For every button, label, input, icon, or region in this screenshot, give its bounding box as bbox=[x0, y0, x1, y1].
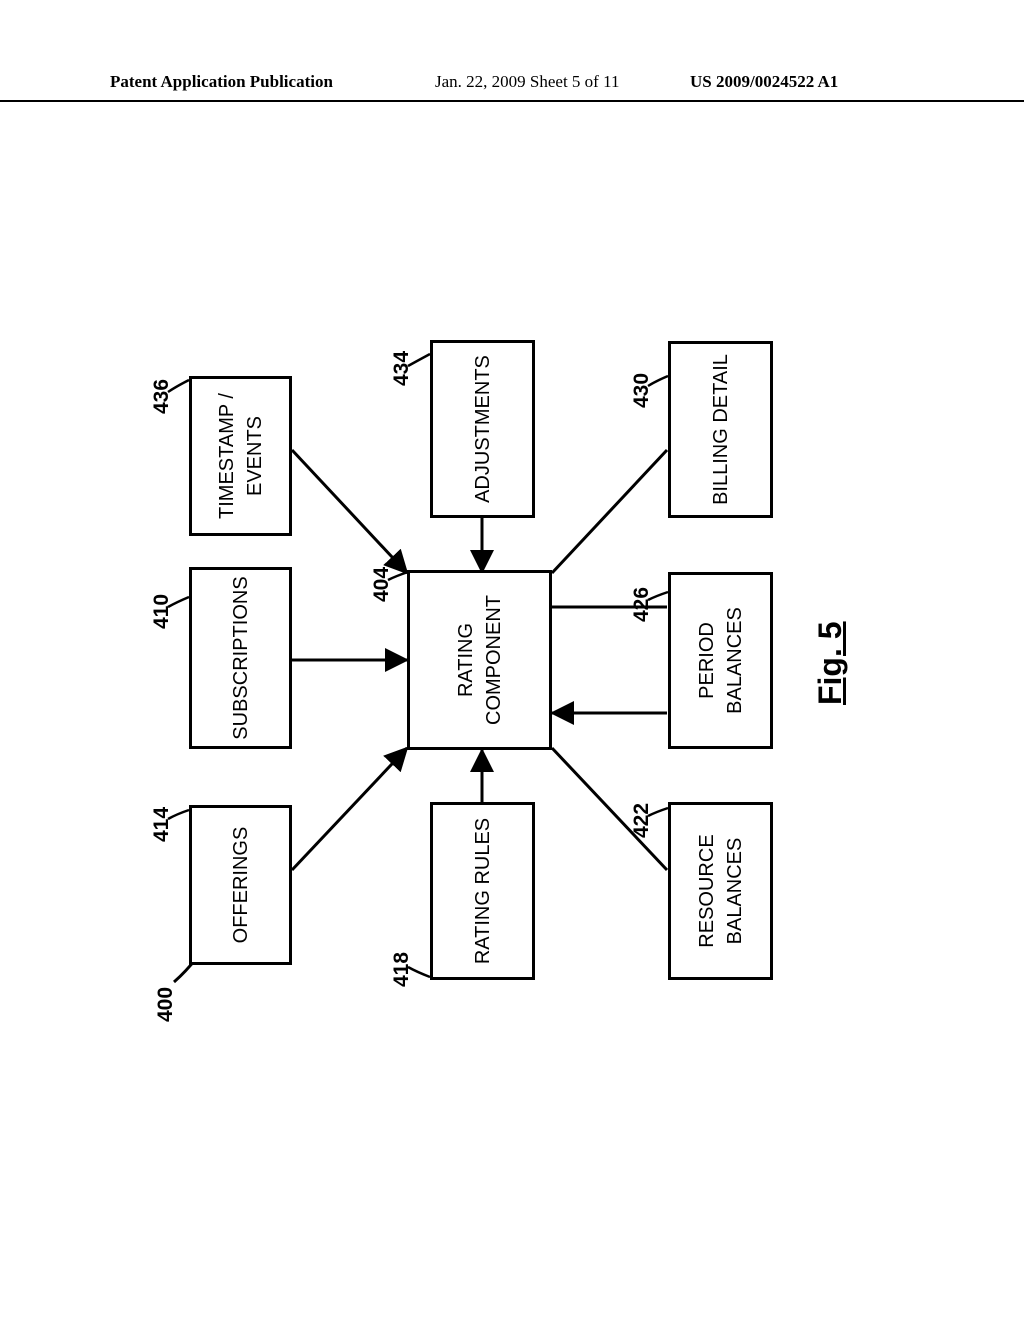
node-resource-balances: RESOURCE BALANCES bbox=[668, 802, 773, 980]
node-offerings: OFFERINGS bbox=[189, 805, 292, 965]
ref-436: 436 bbox=[150, 379, 174, 414]
ref-430: 430 bbox=[630, 373, 654, 408]
page: Patent Application Publication Jan. 22, … bbox=[0, 0, 1024, 1320]
figure-caption: Fig. 5 bbox=[812, 621, 849, 705]
node-subscriptions: SUBSCRIPTIONS bbox=[189, 567, 292, 749]
node-rating-rules: RATING RULES bbox=[430, 802, 535, 980]
node-timestamp-events: TIMESTAMP / EVENTS bbox=[189, 376, 292, 536]
page-header: Patent Application Publication Jan. 22, … bbox=[0, 72, 1024, 102]
figure-5-diagram: RATING COMPONENT OFFERINGS SUBSCRIPTIONS… bbox=[0, 148, 1024, 1172]
ref-400: 400 bbox=[154, 987, 178, 1022]
ref-434: 434 bbox=[390, 351, 414, 386]
node-rating-component: RATING COMPONENT bbox=[407, 570, 552, 750]
ref-404: 404 bbox=[370, 567, 394, 602]
ref-414: 414 bbox=[150, 807, 174, 842]
node-period-balances: PERIOD BALANCES bbox=[668, 572, 773, 749]
header-left-text: Patent Application Publication bbox=[110, 72, 333, 92]
ref-426: 426 bbox=[630, 587, 654, 622]
ref-410: 410 bbox=[150, 594, 174, 629]
node-billing-detail: BILLING DETAIL bbox=[668, 341, 773, 518]
node-adjustments: ADJUSTMENTS bbox=[430, 340, 535, 518]
header-right-text: US 2009/0024522 A1 bbox=[690, 72, 838, 92]
ref-422: 422 bbox=[630, 803, 654, 838]
ref-418: 418 bbox=[390, 952, 414, 987]
header-mid-text: Jan. 22, 2009 Sheet 5 of 11 bbox=[435, 72, 619, 92]
